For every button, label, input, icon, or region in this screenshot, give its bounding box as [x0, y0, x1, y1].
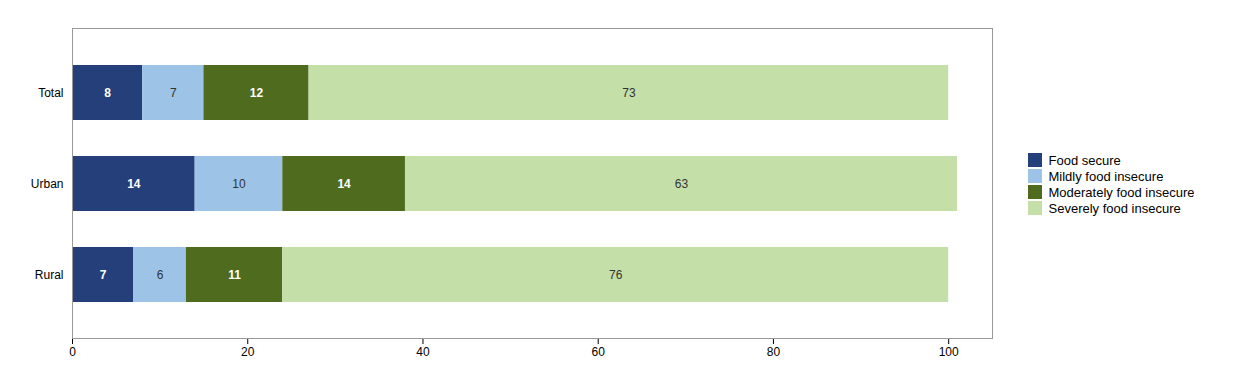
svg-text:20: 20: [241, 345, 255, 359]
svg-text:14: 14: [127, 177, 141, 191]
svg-text:100: 100: [939, 345, 959, 359]
svg-text:8: 8: [104, 86, 111, 100]
svg-text:76: 76: [609, 268, 623, 282]
html-text:Severely food insecure: Severely food insecure: [1048, 200, 1181, 216]
svg-text:11: 11: [228, 268, 241, 282]
html-text:Mildly food insecure: Mildly food insecure: [1048, 168, 1164, 184]
svg-text:7: 7: [100, 268, 107, 282]
svg-text:80: 80: [767, 345, 781, 359]
svg-text:0: 0: [69, 345, 76, 359]
svg-text:14: 14: [337, 177, 351, 191]
svg-text:60: 60: [592, 345, 606, 359]
svg-text:40: 40: [416, 345, 430, 359]
svg-text:63: 63: [675, 177, 689, 191]
svg-text:73: 73: [622, 86, 636, 100]
svg-text:7: 7: [170, 86, 177, 100]
svg-text:Total: Total: [38, 86, 63, 100]
svg-text:Rural: Rural: [35, 268, 64, 282]
svg-text:6: 6: [157, 268, 164, 282]
svg-text:12: 12: [250, 86, 264, 100]
svg-text:10: 10: [232, 177, 246, 191]
html-text:Moderately food insecure: Moderately food insecure: [1048, 184, 1195, 200]
svg-text:Urban: Urban: [31, 177, 64, 191]
html-text:Food secure: Food secure: [1048, 152, 1121, 168]
